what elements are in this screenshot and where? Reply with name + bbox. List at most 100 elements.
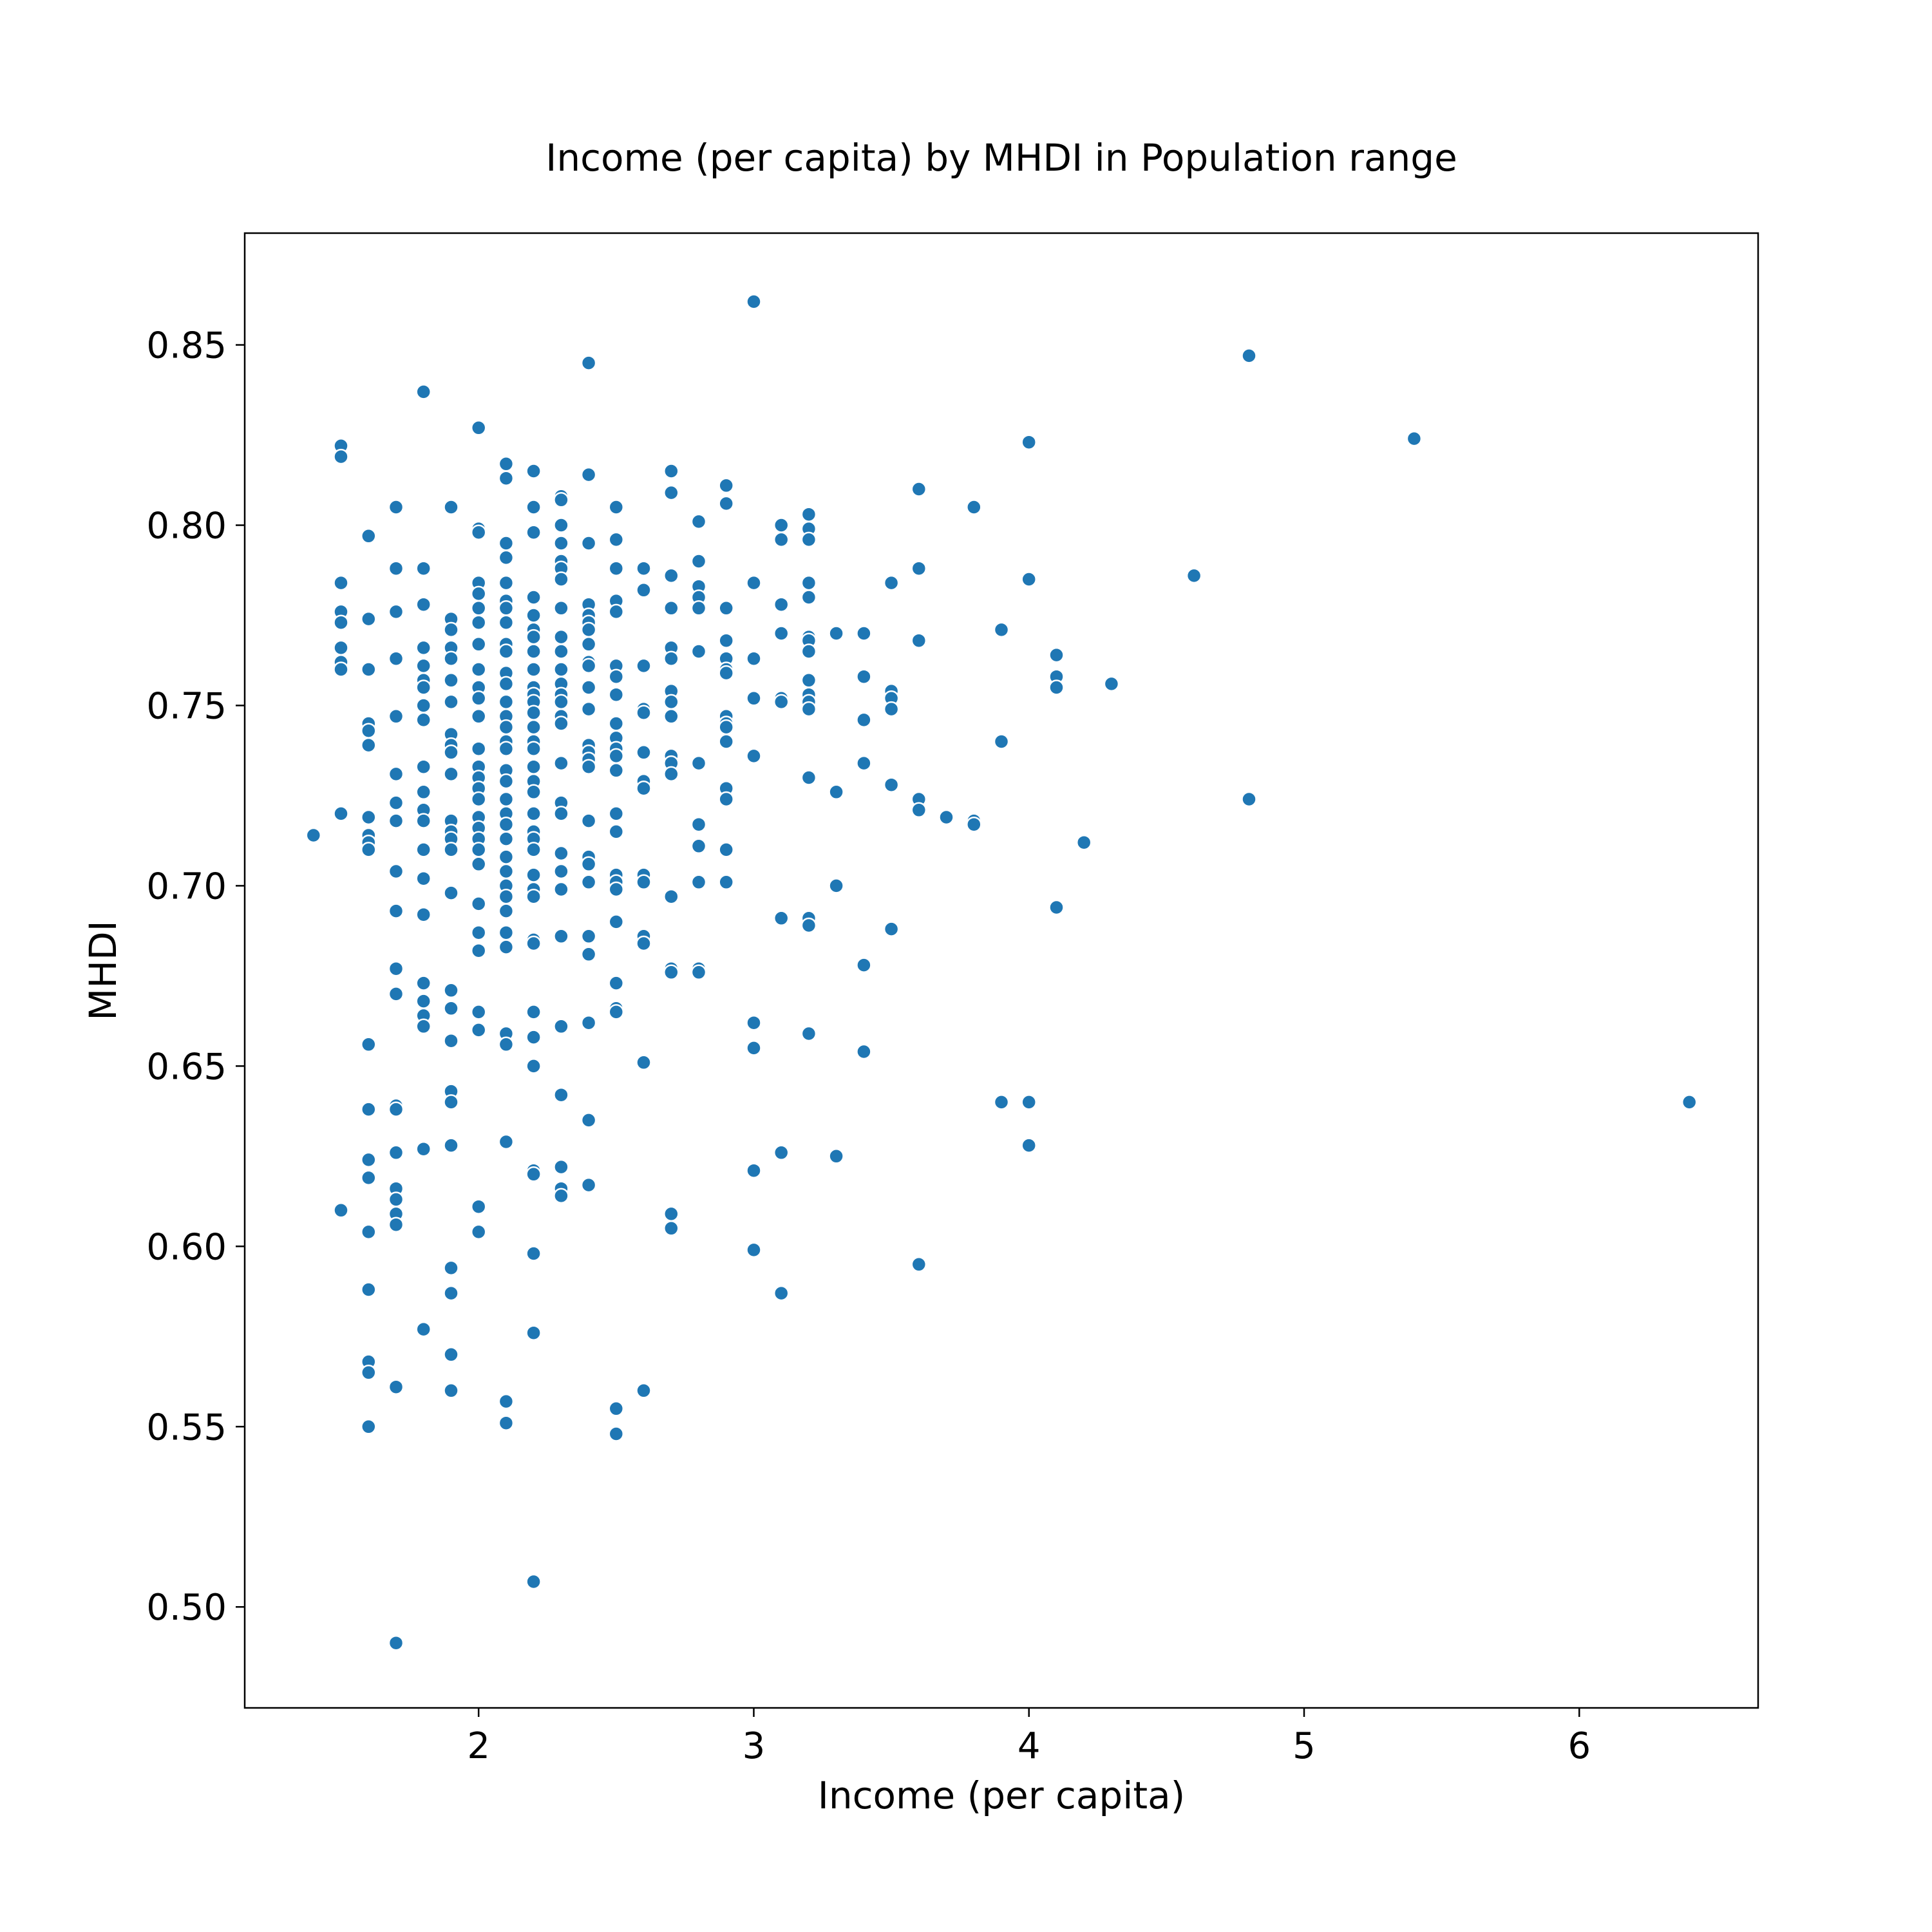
data-point [553, 755, 569, 772]
data-point [690, 816, 707, 833]
data-point [553, 928, 569, 945]
data-point [415, 906, 431, 923]
data-point [911, 560, 927, 576]
data-point [553, 845, 569, 862]
data-point [636, 560, 652, 576]
data-point [553, 535, 569, 551]
data-point [883, 777, 900, 793]
data-point [800, 917, 817, 934]
data-point [580, 355, 597, 371]
data-point [470, 924, 487, 941]
data-point [800, 770, 817, 786]
data-point [883, 701, 900, 717]
data-point [718, 632, 734, 649]
data-point [1075, 834, 1092, 851]
data-point [526, 643, 542, 659]
data-point [718, 719, 734, 735]
data-point [470, 791, 487, 808]
data-point [526, 1058, 542, 1074]
data-point [498, 1393, 515, 1410]
data-point [883, 921, 900, 937]
data-point [746, 1162, 762, 1179]
data-point [526, 629, 542, 645]
data-point [608, 914, 625, 930]
data-point [498, 773, 515, 790]
data-point [746, 748, 762, 764]
data-point [663, 964, 679, 981]
data-point [553, 694, 569, 710]
data-point [580, 621, 597, 638]
data-point [718, 477, 734, 494]
data-point [415, 596, 431, 612]
data-point [526, 705, 542, 721]
data-point [911, 632, 927, 649]
data-point [361, 1365, 377, 1381]
data-point [773, 531, 790, 548]
data-point [526, 784, 542, 800]
data-point [636, 582, 652, 598]
data-point [746, 1014, 762, 1031]
data-point [800, 506, 817, 522]
data-point [856, 957, 872, 973]
data-point [828, 625, 844, 641]
data-point [388, 766, 404, 782]
data-point [663, 766, 679, 782]
data-point [333, 574, 349, 591]
data-point [361, 528, 377, 544]
data-point [800, 672, 817, 688]
data-point [911, 1256, 927, 1273]
data-point [415, 1141, 431, 1157]
data-point [498, 849, 515, 865]
data-point [828, 878, 844, 894]
data-point [470, 1224, 487, 1240]
data-point [773, 1285, 790, 1302]
data-point [608, 975, 625, 991]
data-point [608, 531, 625, 548]
data-point [553, 517, 569, 533]
data-point [415, 1321, 431, 1338]
data-point [746, 574, 762, 591]
data-point [608, 668, 625, 685]
data-point [305, 827, 322, 844]
data-point [856, 1043, 872, 1060]
data-point [800, 574, 817, 591]
data-point [498, 831, 515, 847]
data-point [690, 874, 707, 891]
data-point [608, 824, 625, 840]
data-point [361, 1170, 377, 1186]
x-tick-label: 4 [1018, 1725, 1041, 1767]
data-point [553, 643, 569, 659]
data-point [498, 600, 515, 616]
data-point [470, 690, 487, 706]
data-point [1021, 571, 1037, 587]
data-point [498, 888, 515, 905]
data-point [361, 1151, 377, 1168]
data-point [498, 574, 515, 591]
data-point [388, 603, 404, 620]
data-point [498, 535, 515, 551]
data-point [388, 1191, 404, 1208]
data-point [415, 697, 431, 714]
data-point [415, 975, 431, 991]
data-point [580, 759, 597, 775]
data-point [773, 625, 790, 641]
data-point [553, 881, 569, 898]
data-point [856, 668, 872, 685]
data-point [636, 658, 652, 674]
data-point [526, 524, 542, 540]
y-tick-label: 0.55 [146, 1406, 227, 1448]
data-point [608, 1401, 625, 1417]
data-point [470, 842, 487, 858]
data-point [361, 1282, 377, 1298]
data-point [580, 874, 597, 891]
x-tick-label: 2 [467, 1725, 490, 1767]
data-point [415, 870, 431, 887]
data-point [828, 784, 844, 800]
data-point [580, 1014, 597, 1031]
data-point [580, 1177, 597, 1193]
data-point [526, 741, 542, 757]
data-point [608, 499, 625, 515]
data-point [580, 466, 597, 483]
data-point [470, 524, 487, 540]
data-point [608, 881, 625, 898]
